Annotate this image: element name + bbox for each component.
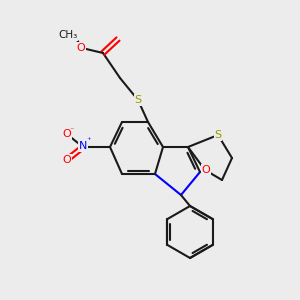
Text: ⁺: ⁺ [87,136,91,145]
Text: N: N [79,141,87,151]
Text: S: S [134,95,142,105]
Text: CH₃: CH₃ [58,30,78,40]
Text: S: S [214,130,222,140]
Text: O: O [202,165,210,175]
Text: ⁻: ⁻ [70,125,74,134]
Text: O: O [63,129,71,139]
Text: O: O [63,155,71,165]
Text: O: O [76,43,85,53]
